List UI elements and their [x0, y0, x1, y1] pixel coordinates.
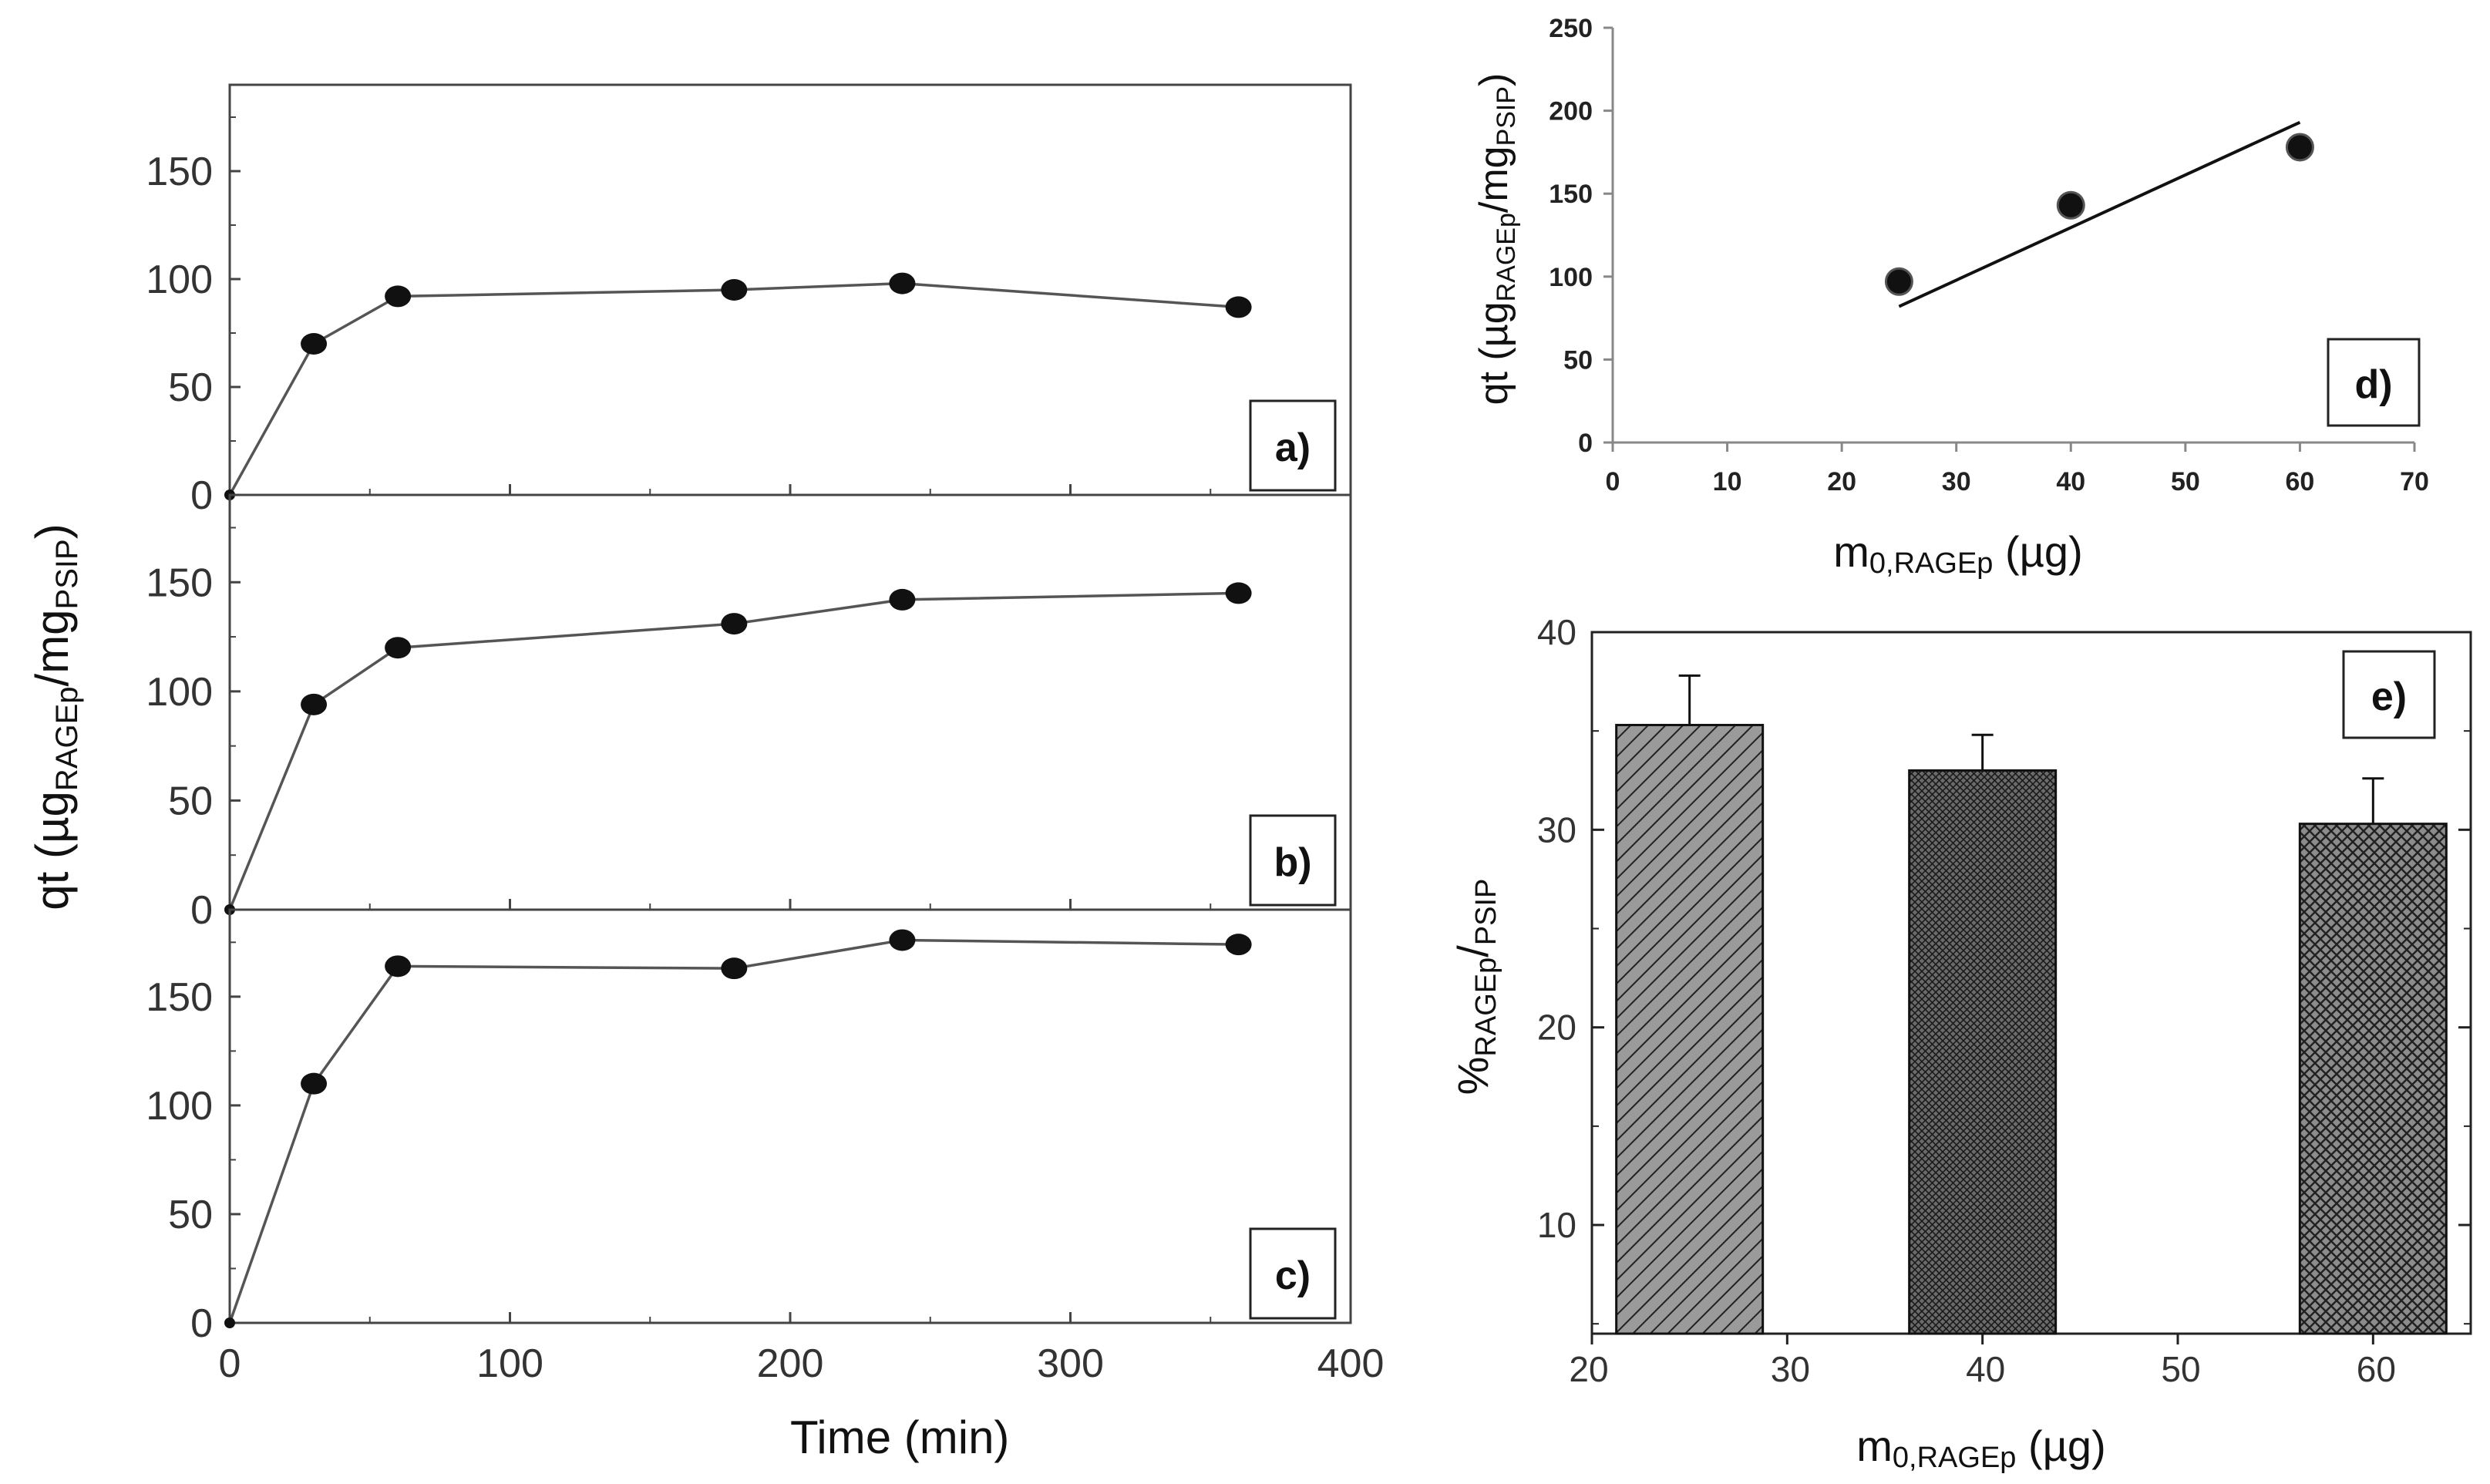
panel-d-xtick-label: 70 [2400, 467, 2429, 496]
panel-e-x-axis-label: m0,RAGEp (µg) [1856, 1422, 2105, 1474]
panel-c-data-point [224, 1317, 235, 1328]
panel-d-ytick-label: 250 [1549, 14, 1593, 43]
panel-b: 0 50 100 150 b) [146, 493, 1352, 933]
panel-d-data-point [2056, 190, 2085, 220]
panel-c-xtick-label: 400 [1317, 1341, 1385, 1386]
panel-d-x-axis-label: m0,RAGEp (µg) [1833, 527, 2082, 580]
panel-c-xtick-label: 100 [476, 1341, 543, 1386]
panel-d-ytick-label: 150 [1549, 180, 1593, 209]
panel-d-y-axis-label: qt (µgRAGEp/mgPSIP) [1472, 73, 1521, 405]
panel-e-y-axis-label: %RAGEp/PSIP [1449, 879, 1502, 1095]
panel-c-label: c) [1275, 1253, 1311, 1298]
panel-e-bar [2298, 823, 2448, 1335]
panel-b-ytick-label: 150 [146, 560, 213, 605]
panel-b-series-line [228, 591, 1239, 910]
panel-e-xtick-label: 60 [2357, 1349, 2396, 1389]
panel-d-xtick-label: 30 [1942, 467, 1971, 496]
panel-c-data-point [889, 929, 916, 951]
panel-b-ytick-label: 0 [190, 888, 213, 933]
shared-y-axis-label: qt (µgRAGEp/mgPSIP) [26, 523, 84, 910]
panel-d-ytick-label: 100 [1549, 263, 1593, 292]
panel-b-data-point [721, 613, 748, 635]
panel-e: 10 20 30 40 20 30 40 50 60 e) [1537, 612, 2472, 1389]
panel-b-data-point [1225, 582, 1252, 604]
panel-a-data-point [889, 272, 916, 294]
panel-b-data-point [889, 588, 916, 611]
panel-e-bar [1615, 723, 1765, 1335]
panel-a-ytick-label: 150 [146, 150, 213, 194]
panel-c-series-line [228, 938, 1239, 1324]
panel-c-data-point [1225, 934, 1252, 956]
panel-a-data-point [721, 279, 748, 301]
panel-b-data-point [301, 693, 328, 715]
panel-c-data-point [721, 957, 748, 980]
panel-e-ytick-label: 20 [1537, 1008, 1576, 1048]
panel-d-ytick-label: 50 [1563, 345, 1593, 375]
panel-d-xtick-label: 0 [1606, 467, 1620, 496]
time-axis-label: Time (min) [790, 1412, 1009, 1463]
panel-c-xtick-label: 300 [1037, 1341, 1104, 1386]
panel-e-xtick-label: 50 [2161, 1349, 2200, 1389]
panel-c-label-box [1249, 1227, 1337, 1320]
panel-d: 0 50 100 150 200 250 0 10 20 30 40 50 60 70 d) [1549, 14, 2429, 496]
panel-a: 0 50 100 150 a) [146, 83, 1352, 518]
panel-d-ytick-label: 0 [1578, 429, 1593, 458]
panel-d-label-box [2327, 338, 2421, 427]
panel-c-xtick-label: 200 [757, 1341, 824, 1386]
panel-c-xtick-label: 0 [219, 1341, 241, 1386]
panel-e-ytick-label: 40 [1537, 612, 1576, 652]
panel-a-data-point [301, 333, 328, 355]
panel-d-xtick-label: 10 [1713, 467, 1742, 496]
panel-d-xtick-label: 60 [2286, 467, 2315, 496]
panel-a-data-point [385, 285, 412, 308]
panel-e-bar [1908, 769, 2058, 1335]
panel-c-ytick-label: 0 [190, 1301, 213, 1346]
panel-d-ytick-label: 200 [1549, 97, 1593, 126]
panel-d-data-point [1884, 267, 1913, 296]
panel-d-xtick-label: 50 [2171, 467, 2200, 496]
panel-e-label-box [2342, 650, 2436, 739]
panel-a-ytick-label: 100 [146, 257, 213, 302]
panel-d-xtick-label: 40 [2056, 467, 2085, 496]
panel-a-series-line [228, 281, 1239, 496]
panel-a-label-box [1249, 399, 1337, 492]
panel-e-xtick-label: 20 [1569, 1349, 1608, 1389]
panel-e-label: e) [2371, 675, 2407, 719]
panel-d-label: d) [2354, 362, 2392, 407]
panel-d-fit-line [1898, 120, 2301, 308]
panel-b-label: b) [1274, 840, 1311, 885]
panel-a-ytick-label: 50 [168, 365, 213, 410]
panel-b-ytick-label: 50 [168, 779, 213, 823]
panel-b-data-point [385, 637, 412, 659]
panel-c-ytick-label: 100 [146, 1084, 213, 1129]
panel-c-data-point [301, 1072, 328, 1095]
panel-e-ytick-label: 10 [1537, 1205, 1576, 1245]
panel-e-xtick-label: 40 [1966, 1349, 2005, 1389]
panel-a-data-point [1225, 296, 1252, 318]
panel-d-xtick-label: 20 [1827, 467, 1856, 496]
panel-c-ytick-label: 50 [168, 1193, 213, 1237]
panel-a-label: a) [1275, 426, 1311, 470]
panel-c-ytick-label: 150 [146, 975, 213, 1020]
panel-b-label-box [1249, 814, 1337, 907]
panel-a-ytick-label: 0 [190, 473, 213, 518]
panel-e-xtick-label: 30 [1771, 1349, 1810, 1389]
panel-c-data-point [385, 955, 412, 978]
panel-b-ytick-label: 100 [146, 670, 213, 715]
panel-e-ytick-label: 30 [1537, 809, 1576, 850]
panel-b-frame [228, 493, 1352, 911]
panel-d-data-point [2285, 133, 2314, 162]
